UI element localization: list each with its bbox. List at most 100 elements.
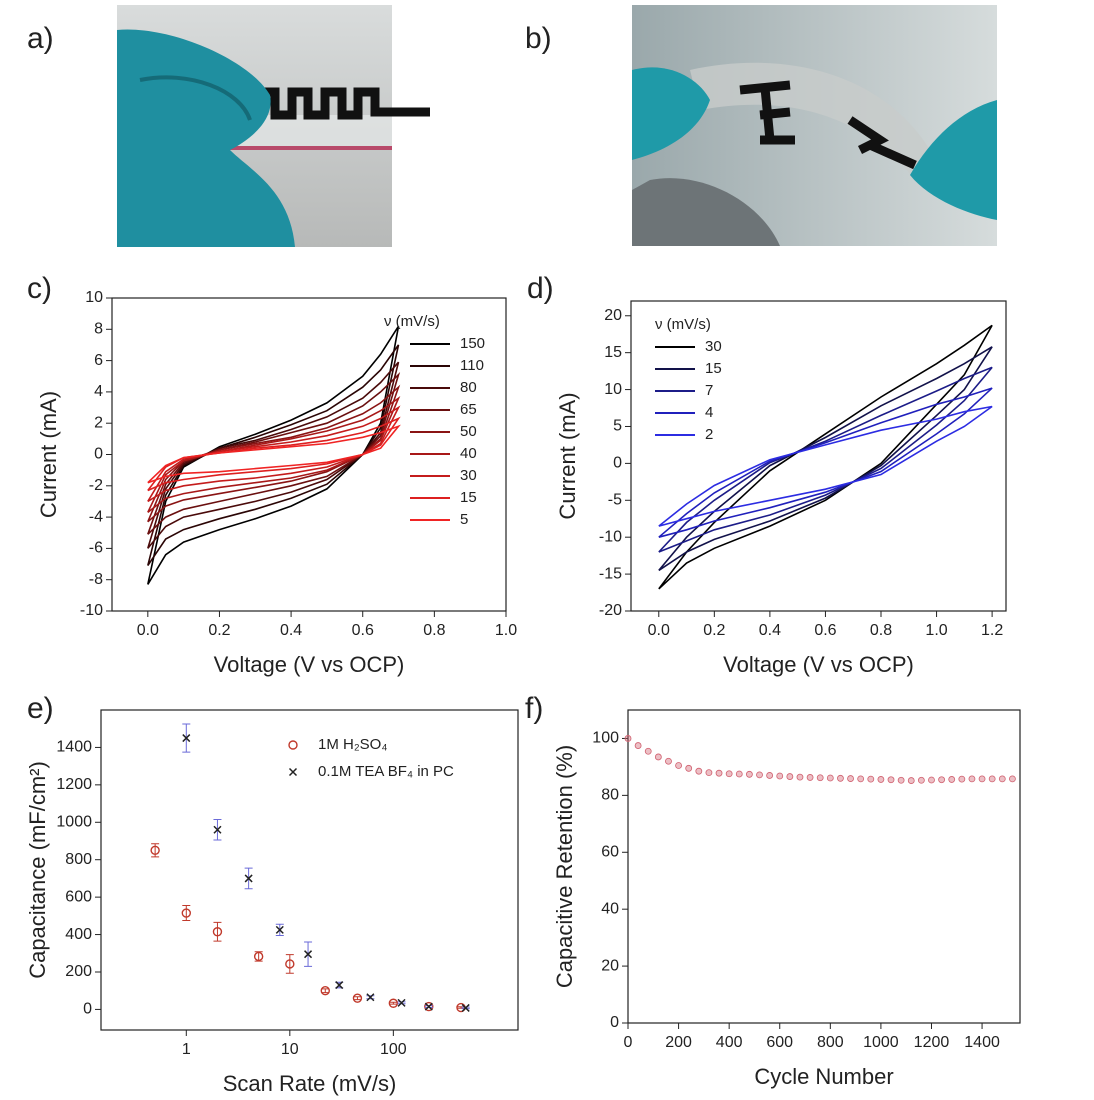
point	[745, 770, 753, 778]
y-tick-label: -4	[89, 508, 103, 525]
legend-swatch	[288, 740, 298, 750]
y-tick-label: -15	[599, 565, 622, 582]
y-tick-label: 0	[613, 455, 622, 472]
x-tick-label: 0.8	[423, 622, 445, 639]
point	[826, 774, 834, 782]
x-axis-label: Voltage (V vs OCP)	[723, 652, 914, 677]
y-tick-label: 100	[592, 730, 619, 747]
photo-a	[117, 5, 430, 247]
point	[867, 775, 875, 783]
point	[253, 951, 264, 962]
legend-label: 50	[460, 423, 477, 440]
x-tick-label: 100	[380, 1041, 407, 1058]
x-tick-label: 400	[716, 1034, 743, 1051]
x-tick-label: 800	[817, 1034, 844, 1051]
point	[665, 757, 672, 765]
y-tick-label: 1200	[56, 776, 92, 793]
x-tick-label: 1.2	[981, 622, 1003, 639]
point	[948, 776, 956, 783]
panel-label: b)	[525, 22, 552, 55]
y-tick-label: 4	[94, 383, 103, 400]
point	[212, 927, 223, 937]
error-bar	[321, 988, 330, 994]
point	[958, 775, 966, 783]
x-tick-label: 1.0	[495, 622, 517, 639]
chart: 0 200 400 600 800 1000 1200 1400 0 20 40 60 80 100 Cyc…	[552, 709, 1021, 1089]
y-axis-label: Capacitive Retention (%)	[552, 745, 577, 988]
x-axis-label: Cycle Number	[754, 1064, 893, 1089]
point	[786, 773, 794, 780]
point	[320, 986, 330, 996]
point	[213, 825, 222, 834]
point	[685, 764, 693, 772]
x-tick-label: 0.0	[648, 622, 670, 639]
cv-curve	[147, 325, 400, 585]
point	[735, 770, 743, 778]
cv-curve	[658, 324, 993, 590]
y-tick-label: 5	[613, 418, 622, 435]
cv-curve	[147, 405, 401, 503]
point	[837, 774, 844, 782]
legend-label: 7	[705, 382, 713, 399]
y-tick-label: 800	[65, 851, 92, 868]
y-tick-label: 20	[604, 307, 622, 324]
cv-curve	[147, 384, 401, 523]
point	[644, 747, 652, 755]
point	[877, 776, 885, 783]
y-tick-label: -6	[89, 540, 103, 557]
legend-label: 110	[460, 357, 484, 374]
point	[917, 776, 925, 784]
point	[756, 771, 763, 779]
y-tick-label: 20	[601, 957, 619, 974]
cv-curve	[658, 387, 993, 538]
point	[715, 769, 723, 777]
panel-label: f)	[525, 692, 543, 725]
x-tick-label: 1200	[914, 1034, 950, 1051]
plot-frame	[630, 300, 1007, 612]
point	[424, 1002, 433, 1011]
y-tick-label: 80	[601, 787, 619, 804]
point	[847, 775, 854, 782]
legend-label: 40	[460, 445, 477, 462]
legend-label: 15	[705, 360, 722, 377]
x-tick-label: 10	[281, 1041, 299, 1058]
x-tick-label: 1000	[863, 1034, 899, 1051]
point	[998, 775, 1006, 783]
legend-title: ν (mV/s)	[384, 313, 440, 330]
x-tick-label: 1	[182, 1041, 191, 1058]
point	[244, 874, 253, 883]
point	[705, 769, 713, 776]
point	[352, 993, 363, 1003]
legend-label: 0.1M TEA BF₄ in PC	[318, 763, 454, 780]
y-tick-label: 6	[94, 352, 103, 369]
point	[725, 770, 733, 778]
x-tick-label: 0.8	[870, 622, 892, 639]
cv-curve	[147, 361, 400, 549]
y-axis-label: Capacitance (mF/cm²)	[25, 761, 50, 979]
cv-curve	[658, 405, 993, 527]
error-bar	[353, 996, 362, 1001]
point	[182, 734, 191, 743]
point	[857, 775, 865, 783]
plot-frame	[627, 709, 1021, 1024]
y-tick-label: -8	[89, 571, 103, 588]
y-tick-label: 8	[94, 321, 103, 338]
y-tick-label: 200	[65, 963, 92, 980]
x-axis-label: Scan Rate (mV/s)	[223, 1071, 397, 1096]
y-tick-label: -20	[599, 602, 622, 619]
y-tick-label: 1400	[56, 739, 92, 756]
point	[150, 845, 160, 856]
point	[887, 776, 895, 784]
y-tick-label: 60	[601, 843, 619, 860]
point	[424, 1001, 434, 1012]
point	[397, 998, 406, 1007]
panel-label: c)	[27, 272, 52, 305]
y-tick-label: 10	[85, 289, 103, 306]
y-axis-label: Current (mA)	[36, 391, 61, 518]
point	[695, 767, 703, 775]
error-bar	[213, 921, 222, 942]
x-tick-label: 0.6	[814, 622, 836, 639]
x-tick-label: 600	[766, 1034, 793, 1051]
